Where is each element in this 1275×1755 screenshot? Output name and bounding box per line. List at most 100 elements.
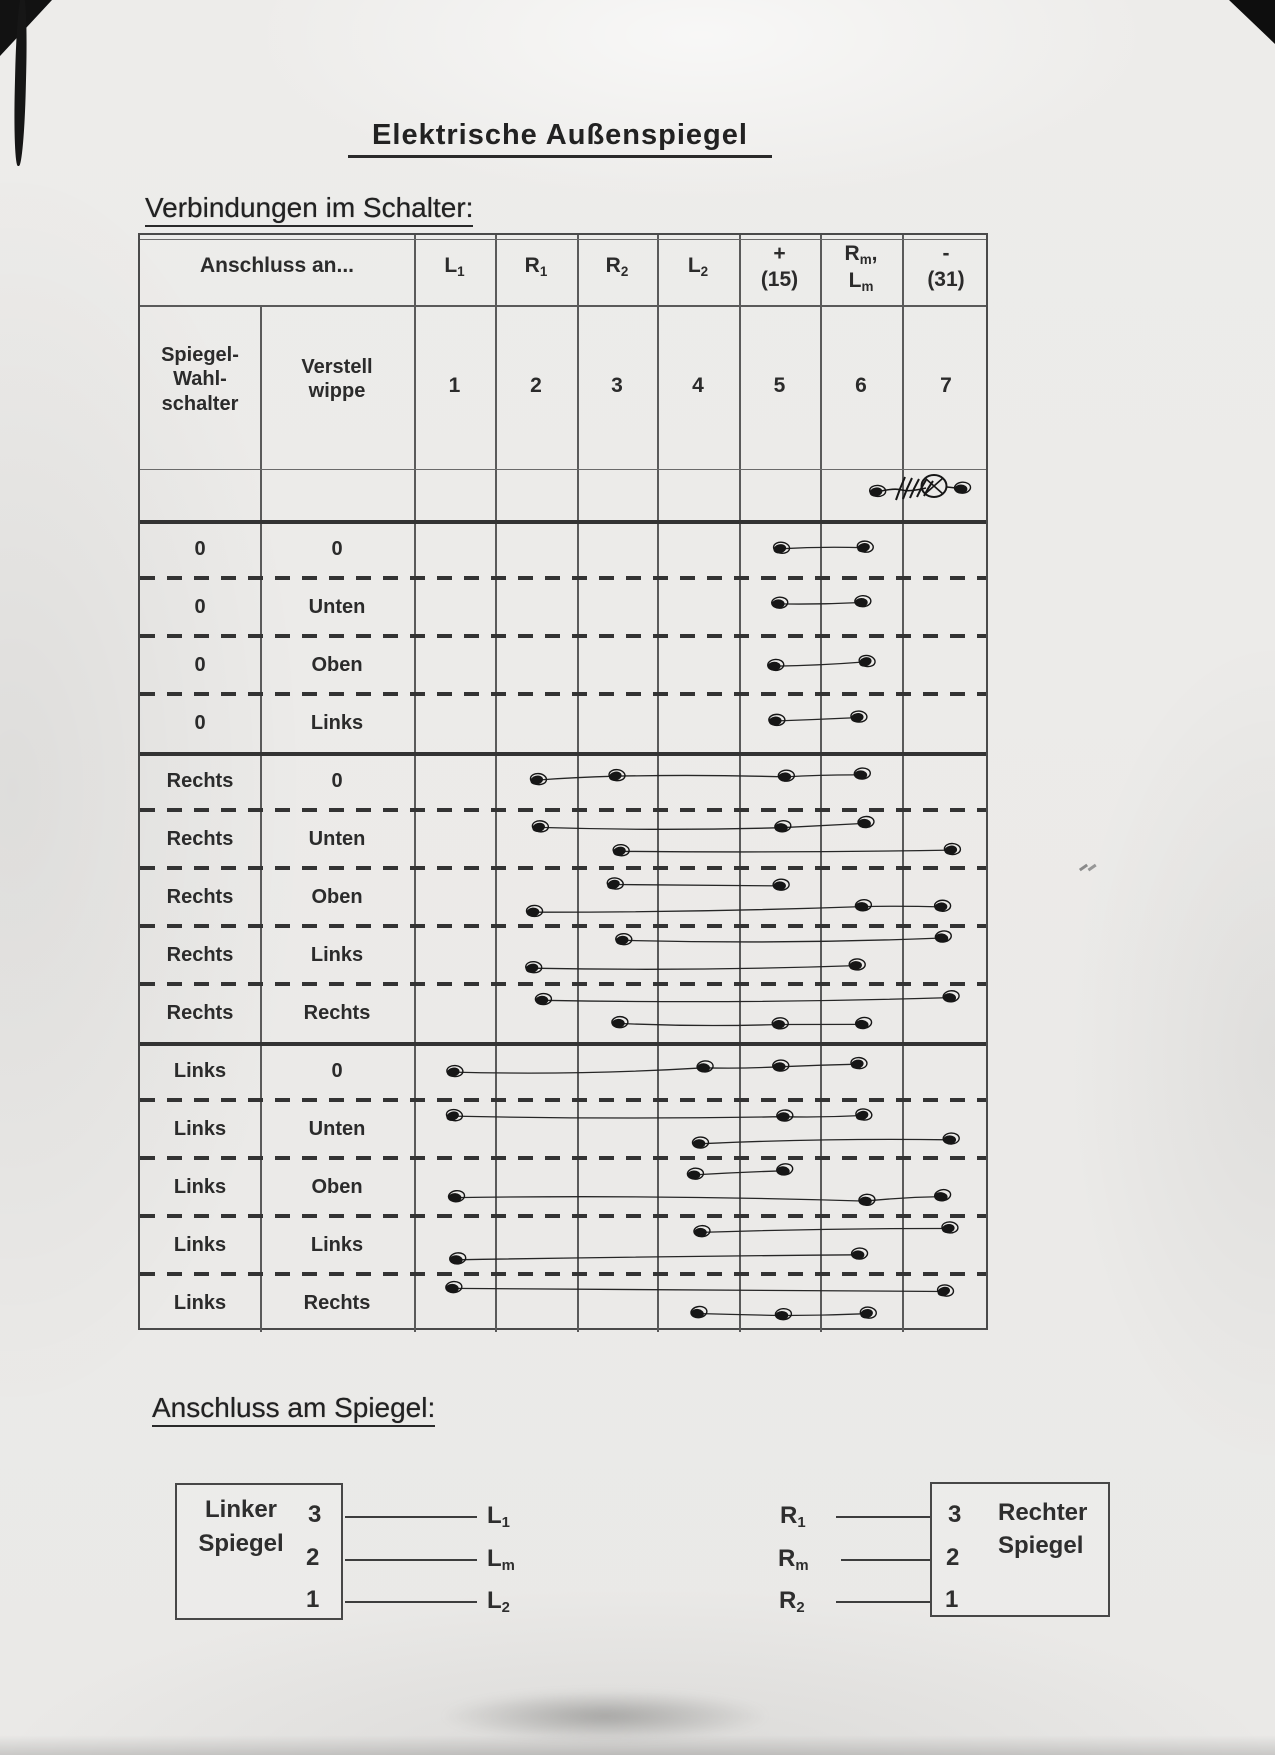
connection-chain — [534, 990, 960, 1006]
connection-line — [532, 905, 942, 913]
scan-artifact-bottom-shadow — [0, 1735, 1275, 1755]
header-terminal-7: - (31) — [927, 242, 965, 291]
terminal-number-1: 1 — [448, 374, 461, 397]
connection-line — [538, 822, 865, 830]
connection-dot — [855, 1019, 869, 1029]
connection-dot — [691, 1308, 704, 1319]
connection-dot — [767, 661, 781, 671]
terminal-number-4: 4 — [692, 374, 704, 397]
grid-vline — [577, 235, 579, 1332]
group-separator — [140, 752, 986, 756]
row-separator-dashed — [140, 924, 986, 928]
row-separator-dashed — [140, 692, 986, 696]
row-selector-label: Rechts — [166, 1002, 234, 1024]
row-selector-label: Rechts — [166, 886, 234, 908]
connection-chain — [445, 1280, 955, 1297]
grid-hline — [140, 469, 986, 470]
connection-line — [613, 883, 780, 887]
connection-line — [531, 964, 856, 970]
header-anschluss-an: Anschluss an... — [199, 254, 355, 277]
row-selector-label: Links — [173, 1176, 227, 1198]
terminal-number-3: 3 — [611, 374, 623, 397]
row-selector-label: 0 — [194, 596, 206, 618]
row-separator-dashed — [140, 1272, 986, 1276]
header-terminal-2: R1 — [524, 254, 548, 279]
connection-line — [697, 1312, 867, 1317]
right-wire-label-R2: R2 — [779, 1587, 805, 1616]
connection-line — [455, 1195, 942, 1202]
connection-dot — [857, 543, 870, 553]
row-selector-label: Rechts — [166, 770, 234, 792]
connection-line — [700, 1227, 949, 1234]
connection-chain — [772, 540, 874, 554]
right-mirror-title-line2: Spiegel — [998, 1532, 1084, 1559]
connection-dot — [530, 775, 544, 785]
connection-dot — [854, 598, 868, 608]
connection-chain — [693, 1221, 959, 1238]
connection-line — [698, 1138, 950, 1145]
row-separator-dashed — [140, 982, 986, 986]
grid-vline — [657, 235, 659, 1332]
left-wire-label-L1: L1 — [487, 1502, 510, 1531]
row-rocker-label: Unten — [308, 1118, 366, 1140]
connection-line — [452, 1287, 944, 1293]
connection-dot — [869, 487, 883, 497]
connection-line — [622, 937, 942, 943]
right-pin-3: 3 — [948, 1501, 962, 1528]
right-pin-2: 2 — [946, 1544, 960, 1571]
connection-dot — [850, 713, 864, 723]
grid-vline — [820, 235, 822, 1332]
row-rocker-label: Links — [310, 712, 364, 734]
left-pin-1: 1 — [306, 1586, 320, 1613]
right-wire-label-Rm: Rm — [778, 1545, 809, 1574]
connection-dot — [687, 1170, 701, 1180]
connection-dot — [772, 1062, 786, 1072]
connection-dot — [535, 995, 549, 1005]
row-rocker-label: Oben — [311, 886, 363, 908]
grid-vline — [739, 235, 741, 1332]
connection-dot — [775, 1310, 789, 1320]
connection-chain — [447, 1188, 952, 1207]
connection-dot — [776, 1166, 790, 1176]
row-rocker-label: 0 — [331, 770, 343, 792]
row-rocker-label: 0 — [331, 1060, 343, 1082]
row-separator-dashed — [140, 1214, 986, 1218]
row-selector-label: 0 — [194, 538, 206, 560]
connection-dot — [615, 935, 629, 945]
connection-dot — [934, 902, 948, 912]
row-separator-dashed — [140, 1156, 986, 1160]
section-heading-connections: Verbindungen im Schalter: — [145, 192, 474, 227]
wiring-table: Anschluss an... L1 R1 R2 L2 + (15) Rm, Lm - (31) Sp… — [138, 233, 988, 1332]
connection-dot — [694, 1227, 707, 1237]
connection-dot — [697, 1063, 710, 1073]
terminal-number-2: 2 — [530, 374, 542, 397]
row-selector-label: Links — [173, 1234, 227, 1256]
terminal-number-6: 6 — [855, 374, 867, 397]
connection-dot — [855, 1110, 869, 1121]
connection-dot — [449, 1255, 463, 1265]
left-wire-1 — [345, 1601, 477, 1603]
right-mirror-title-line1: Rechter — [998, 1499, 1088, 1526]
row-rocker-label: Links — [310, 944, 364, 966]
left-mirror-title-line1: Linker — [204, 1496, 278, 1523]
header-terminal-4: L2 — [687, 254, 709, 279]
row-selector-label: Links — [173, 1118, 227, 1140]
left-pin-2: 2 — [306, 1544, 320, 1571]
connection-dot — [954, 484, 968, 494]
connection-dot — [773, 544, 787, 554]
row-selector-label: Rechts — [166, 944, 234, 966]
left-wire-label-L2: L2 — [487, 1587, 510, 1616]
connection-dot — [771, 599, 785, 609]
connection-line — [536, 774, 861, 781]
connection-dot — [772, 1019, 785, 1030]
connection-dot — [858, 1196, 872, 1206]
row-rocker-label: Oben — [311, 1176, 363, 1198]
connection-dot — [611, 1018, 625, 1028]
connection-dot — [448, 1193, 462, 1203]
terminal-number-7: 7 — [940, 374, 952, 397]
connection-dot — [941, 1223, 955, 1234]
row-separator-dashed — [140, 576, 986, 580]
row-separator-dashed — [140, 634, 986, 638]
connection-dot — [860, 1309, 873, 1319]
